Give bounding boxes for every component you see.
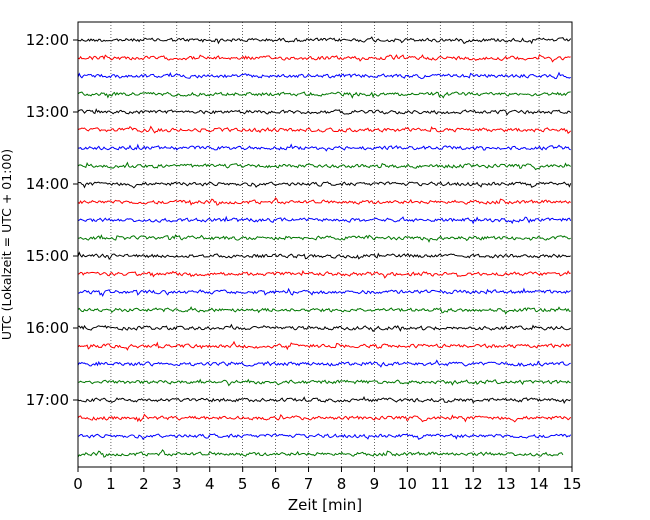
x-tick-label: 7 <box>304 475 314 493</box>
seismogram-trace <box>77 251 571 261</box>
x-tick-label: 4 <box>205 475 215 493</box>
seismogram-trace <box>77 413 572 423</box>
x-tick-label: 5 <box>238 475 248 493</box>
seismogram-trace <box>77 306 571 315</box>
y-tick-label: 15:00 <box>26 247 69 265</box>
seismogram-trace <box>77 125 572 134</box>
x-tick-label: 11 <box>431 475 450 493</box>
seismogram-trace <box>77 234 571 243</box>
seismogram-trace <box>77 197 571 206</box>
seismogram-trace <box>77 181 572 189</box>
seismogram-trace <box>77 433 572 440</box>
seismogram-trace <box>77 359 571 368</box>
y-tick-label: 13:00 <box>26 103 69 121</box>
x-tick-label: 15 <box>562 475 581 493</box>
x-tick-label: 10 <box>398 475 417 493</box>
seismogram-trace <box>77 378 571 387</box>
y-axis-ticks: 12:00 13:00 14:00 15:00 16:00 17:00 <box>26 31 78 409</box>
x-tick-label: 13 <box>497 475 516 493</box>
y-tick-label: 17:00 <box>26 391 69 409</box>
seismogram-trace <box>77 323 572 333</box>
x-gridlines <box>110 22 540 467</box>
y-tick-label: 16:00 <box>26 319 69 337</box>
x-tick-label: 6 <box>271 475 281 493</box>
y-tick-label: 12:00 <box>26 31 69 49</box>
traces <box>77 36 572 458</box>
plot-frame <box>77 21 573 468</box>
x-tick-label: 3 <box>172 475 182 493</box>
x-axis-label: Zeit [min] <box>288 496 362 514</box>
seismogram-trace <box>77 143 571 152</box>
x-tick-label: 1 <box>106 475 116 493</box>
seismogram-trace <box>77 108 572 116</box>
x-tick-label: 8 <box>337 475 347 493</box>
seismogram-trace <box>77 91 571 99</box>
x-tick-label: 9 <box>370 475 380 493</box>
seismogram-trace <box>77 270 571 279</box>
x-tick-label: 12 <box>464 475 483 493</box>
seismogram-trace <box>77 340 571 351</box>
seismogram-trace <box>77 215 572 225</box>
seismogram-trace <box>77 287 571 297</box>
x-axis-ticks: 0 1 2 3 4 5 6 7 8 9 10 11 12 13 14 15 <box>73 467 582 493</box>
seismogram-trace <box>77 449 564 458</box>
seismogram-trace <box>77 36 572 45</box>
seismogram-trace <box>77 161 571 171</box>
seismogram-trace <box>77 71 571 80</box>
seismogram-trace <box>77 396 572 404</box>
y-tick-label: 14:00 <box>26 175 69 193</box>
x-tick-label: 0 <box>73 475 83 493</box>
y-axis-label: UTC (Lokalzeit = UTC + 01:00) <box>0 149 14 340</box>
seismogram-trace <box>77 54 571 63</box>
x-tick-label: 2 <box>139 475 149 493</box>
x-tick-label: 14 <box>530 475 549 493</box>
